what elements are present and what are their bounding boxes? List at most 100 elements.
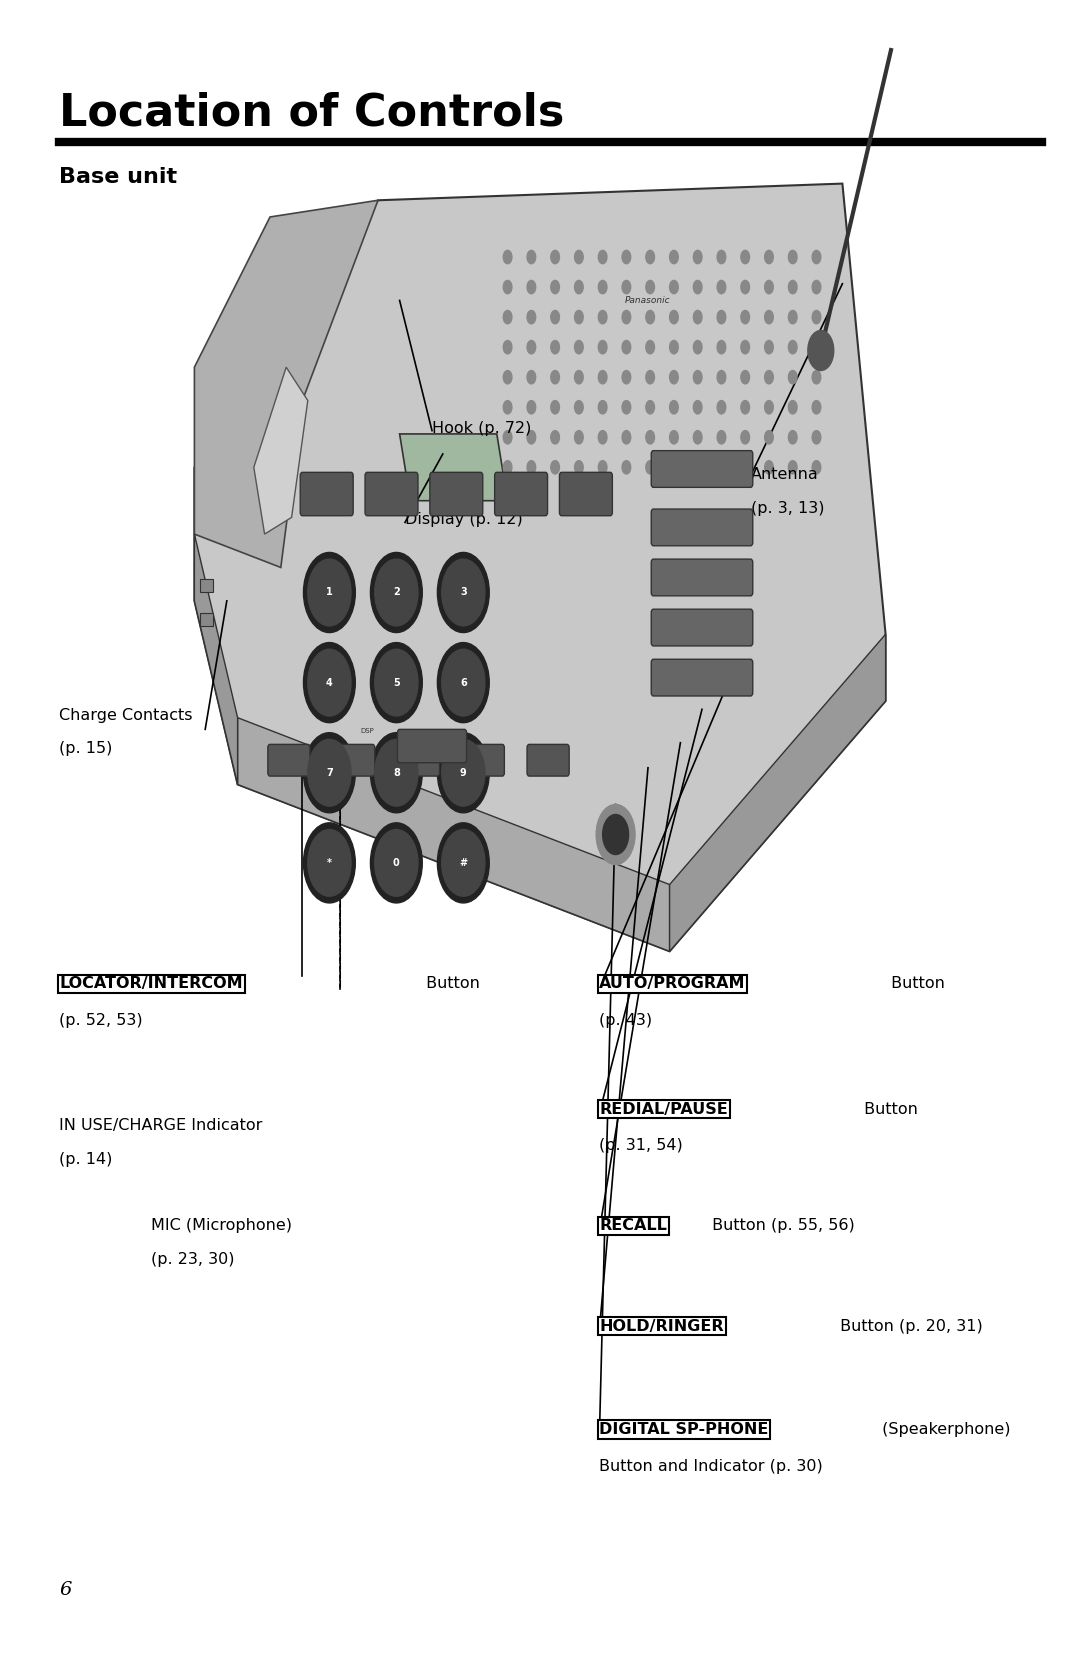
Circle shape	[575, 401, 583, 414]
Circle shape	[527, 280, 536, 294]
Circle shape	[598, 340, 607, 354]
Circle shape	[741, 371, 750, 384]
Circle shape	[741, 431, 750, 444]
Circle shape	[622, 250, 631, 264]
Text: 6: 6	[460, 678, 467, 688]
Circle shape	[503, 280, 512, 294]
Circle shape	[303, 733, 355, 813]
Circle shape	[437, 823, 489, 903]
Circle shape	[693, 250, 702, 264]
Circle shape	[598, 250, 607, 264]
FancyBboxPatch shape	[651, 509, 753, 546]
PathPatch shape	[254, 367, 308, 534]
Circle shape	[503, 431, 512, 444]
Circle shape	[303, 552, 355, 633]
Circle shape	[575, 250, 583, 264]
Circle shape	[788, 310, 797, 324]
Circle shape	[503, 371, 512, 384]
Circle shape	[693, 431, 702, 444]
Circle shape	[717, 340, 726, 354]
Circle shape	[575, 371, 583, 384]
Circle shape	[646, 250, 654, 264]
Circle shape	[622, 280, 631, 294]
Text: 7: 7	[326, 768, 333, 778]
Circle shape	[765, 340, 773, 354]
FancyBboxPatch shape	[397, 744, 440, 776]
Circle shape	[527, 310, 536, 324]
Circle shape	[551, 461, 559, 474]
Circle shape	[788, 280, 797, 294]
Circle shape	[741, 250, 750, 264]
Text: (p. 52, 53): (p. 52, 53)	[59, 1013, 143, 1028]
Circle shape	[765, 310, 773, 324]
PathPatch shape	[194, 200, 378, 567]
Circle shape	[603, 814, 629, 855]
Circle shape	[551, 310, 559, 324]
PathPatch shape	[194, 534, 238, 784]
Circle shape	[308, 649, 351, 716]
Text: 9: 9	[460, 768, 467, 778]
Circle shape	[765, 461, 773, 474]
Circle shape	[812, 371, 821, 384]
Circle shape	[788, 401, 797, 414]
Circle shape	[765, 250, 773, 264]
Circle shape	[503, 340, 512, 354]
Circle shape	[693, 340, 702, 354]
Text: 8: 8	[393, 768, 400, 778]
PathPatch shape	[670, 634, 886, 951]
Circle shape	[741, 461, 750, 474]
Circle shape	[503, 310, 512, 324]
Circle shape	[575, 310, 583, 324]
PathPatch shape	[400, 434, 508, 501]
Text: Location of Controls: Location of Controls	[59, 92, 565, 135]
Circle shape	[741, 310, 750, 324]
Circle shape	[527, 401, 536, 414]
Text: RECALL: RECALL	[599, 1218, 667, 1233]
Circle shape	[693, 280, 702, 294]
Circle shape	[741, 280, 750, 294]
Circle shape	[812, 310, 821, 324]
Circle shape	[575, 280, 583, 294]
Circle shape	[503, 250, 512, 264]
FancyBboxPatch shape	[651, 559, 753, 596]
Circle shape	[551, 250, 559, 264]
Circle shape	[375, 559, 418, 626]
FancyBboxPatch shape	[365, 472, 418, 516]
Circle shape	[812, 431, 821, 444]
Circle shape	[670, 250, 678, 264]
PathPatch shape	[238, 718, 670, 951]
Circle shape	[717, 280, 726, 294]
Text: (Speakerphone): (Speakerphone)	[877, 1422, 1011, 1437]
Circle shape	[551, 371, 559, 384]
Circle shape	[646, 431, 654, 444]
Circle shape	[596, 804, 635, 865]
Circle shape	[670, 371, 678, 384]
FancyBboxPatch shape	[333, 744, 375, 776]
Circle shape	[503, 461, 512, 474]
Circle shape	[308, 739, 351, 806]
Circle shape	[717, 401, 726, 414]
Text: 5: 5	[393, 678, 400, 688]
Circle shape	[622, 431, 631, 444]
Circle shape	[437, 552, 489, 633]
Circle shape	[693, 461, 702, 474]
Text: 0: 0	[393, 858, 400, 868]
Circle shape	[741, 340, 750, 354]
Circle shape	[370, 643, 422, 723]
Circle shape	[308, 559, 351, 626]
Circle shape	[375, 649, 418, 716]
Circle shape	[527, 340, 536, 354]
Circle shape	[598, 401, 607, 414]
Circle shape	[765, 371, 773, 384]
Circle shape	[670, 401, 678, 414]
Circle shape	[598, 431, 607, 444]
Circle shape	[765, 431, 773, 444]
Circle shape	[741, 401, 750, 414]
Text: Base unit: Base unit	[59, 167, 177, 187]
Text: IN USE/CHARGE Indicator: IN USE/CHARGE Indicator	[59, 1118, 262, 1133]
Circle shape	[670, 340, 678, 354]
Text: Button: Button	[886, 976, 945, 991]
Text: 4: 4	[326, 678, 333, 688]
Circle shape	[788, 461, 797, 474]
Circle shape	[622, 310, 631, 324]
